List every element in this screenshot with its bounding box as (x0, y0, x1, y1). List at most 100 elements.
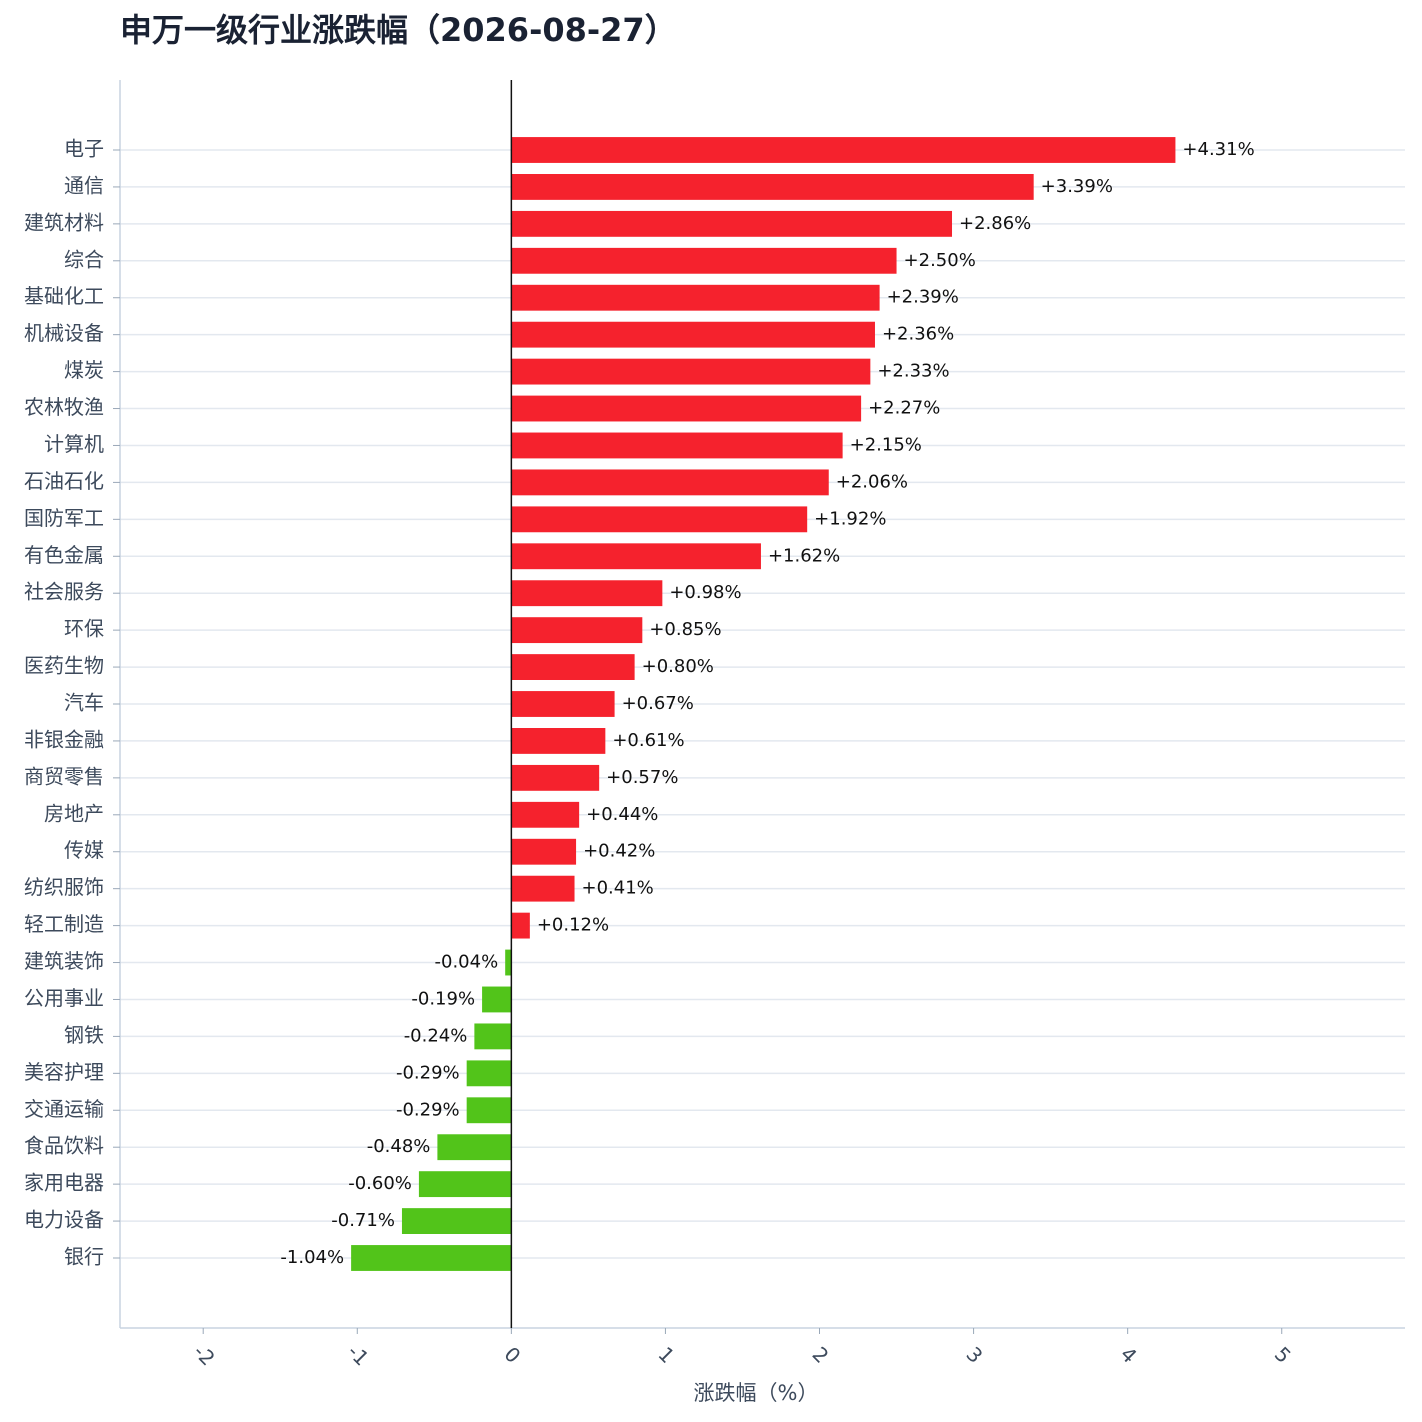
bar (511, 580, 663, 607)
value-label: +0.41% (582, 878, 654, 899)
value-label: -0.24% (404, 1025, 468, 1046)
bar (474, 1023, 512, 1050)
y-tick-label: 交通运输 (24, 1097, 104, 1121)
value-label: +3.39% (1041, 176, 1113, 197)
x-tick-label: 3 (962, 1342, 988, 1368)
bar (437, 1134, 512, 1161)
bar (401, 1208, 512, 1234)
y-tick-label: 环保 (64, 617, 104, 641)
value-label: +0.12% (537, 915, 609, 936)
value-label: -0.29% (396, 1062, 460, 1083)
x-axis-label: 涨跌幅（%） (694, 1381, 819, 1405)
value-label: +0.80% (642, 656, 714, 677)
y-tick-label: 家用电器 (24, 1171, 104, 1195)
bar (511, 247, 897, 274)
value-label: +0.44% (586, 804, 658, 825)
x-tick-label: -1 (343, 1339, 374, 1370)
value-label: +2.27% (868, 398, 940, 419)
bar (511, 174, 1034, 200)
bar (511, 912, 530, 939)
x-tick-label: 4 (1116, 1342, 1142, 1368)
bar (511, 838, 577, 865)
value-label: +1.62% (768, 545, 840, 566)
y-tick-label: 建筑材料 (24, 210, 104, 234)
bar (511, 469, 829, 496)
y-tick-label: 房地产 (44, 801, 104, 825)
y-tick-label: 建筑装饰 (24, 949, 104, 973)
y-tick-label: 美容护理 (24, 1060, 104, 1084)
bar (466, 1060, 512, 1087)
y-tick-label: 公用事业 (24, 986, 104, 1010)
value-label: -0.71% (331, 1210, 395, 1231)
y-tick-label: 电力设备 (24, 1208, 104, 1232)
value-label: +1.92% (814, 508, 886, 529)
y-tick-label: 计算机 (44, 432, 104, 456)
bar (418, 1171, 512, 1198)
x-tick-label: 5 (1270, 1342, 1296, 1368)
x-tick-label: 0 (499, 1342, 525, 1368)
value-label: +0.42% (583, 841, 655, 862)
bar (511, 432, 843, 459)
y-tick-label: 通信 (64, 173, 104, 197)
bar (511, 284, 880, 311)
value-label: +0.85% (649, 619, 721, 640)
y-tick-label: 基础化工 (24, 284, 104, 308)
y-tick-label: 有色金属 (24, 543, 104, 567)
y-tick-label: 银行 (64, 1245, 104, 1269)
value-label: +2.36% (882, 324, 954, 345)
x-tick-label: -2 (189, 1339, 220, 1370)
y-tick-label: 综合 (64, 247, 104, 271)
value-label: -0.60% (348, 1173, 412, 1194)
y-tick-label: 医药生物 (24, 654, 104, 678)
bar (351, 1245, 512, 1271)
value-label: +2.86% (959, 213, 1031, 234)
y-tick-label: 机械设备 (24, 321, 104, 345)
y-tick-label: 食品饮料 (24, 1134, 104, 1158)
y-tick-label: 煤炭 (64, 358, 104, 382)
bar (505, 949, 512, 976)
value-label: +4.31% (1182, 139, 1254, 160)
y-tick-label: 汽车 (64, 691, 104, 715)
value-label: +2.50% (904, 250, 976, 271)
value-label: +0.57% (606, 767, 678, 788)
value-label: +2.39% (887, 287, 959, 308)
bar (511, 358, 871, 385)
y-tick-label: 商贸零售 (24, 764, 104, 788)
y-tick-label: 社会服务 (24, 580, 104, 604)
value-label: -0.48% (367, 1136, 431, 1157)
value-label: -0.19% (411, 988, 475, 1009)
bar (511, 321, 875, 348)
bar (511, 801, 580, 828)
bar (511, 137, 1176, 163)
value-label: +0.61% (612, 730, 684, 751)
value-label: +2.06% (836, 471, 908, 492)
value-label: -1.04% (280, 1247, 344, 1268)
bar (511, 506, 808, 533)
bar (511, 543, 761, 570)
value-label: +2.15% (850, 434, 922, 455)
value-label: -0.04% (435, 952, 499, 973)
y-tick-label: 传媒 (64, 838, 104, 862)
y-tick-label: 国防军工 (24, 506, 104, 530)
y-tick-label: 石油石化 (24, 469, 104, 493)
x-tick-label: 1 (654, 1342, 680, 1368)
bar (511, 617, 643, 644)
bar (466, 1097, 512, 1124)
value-label: +0.98% (669, 582, 741, 603)
x-tick-label: 2 (808, 1342, 834, 1368)
bar (511, 875, 575, 902)
y-tick-label: 电子 (64, 137, 104, 161)
bar (511, 764, 600, 791)
bar (511, 210, 953, 237)
value-label: +0.67% (622, 693, 694, 714)
y-tick-label: 纺织服饰 (24, 875, 104, 899)
bar (482, 986, 512, 1013)
value-label: +2.33% (877, 361, 949, 382)
value-label: -0.29% (396, 1099, 460, 1120)
y-tick-label: 农林牧渔 (24, 395, 104, 419)
chart-title: 申万一级行业涨跌幅（2026-08-27） (120, 11, 677, 49)
y-tick-label: 非银金融 (24, 727, 104, 751)
y-tick-label: 轻工制造 (24, 912, 104, 936)
bar (511, 728, 606, 754)
